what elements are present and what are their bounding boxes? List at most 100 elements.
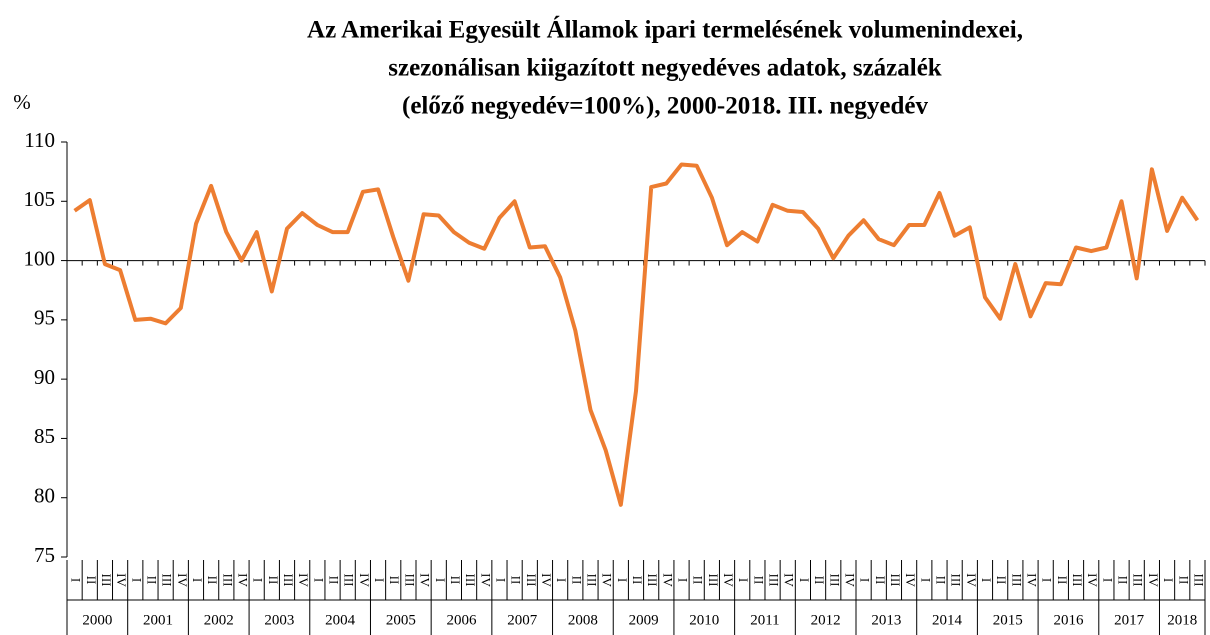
quarter-label: II [387, 576, 402, 585]
y-tick-label: 95 [34, 306, 55, 330]
quarter-label: I [858, 578, 873, 582]
quarter-label: III [463, 574, 478, 587]
year-label: 2015 [993, 612, 1023, 628]
quarter-label: III [281, 574, 296, 587]
quarter-label: II [569, 576, 584, 585]
quarter-label: I [676, 578, 691, 582]
quarter-label: II [873, 576, 888, 585]
quarter-label: II [751, 576, 766, 585]
year-label: 2012 [811, 612, 841, 628]
quarter-label: III [645, 574, 660, 587]
year-label: 2017 [1114, 612, 1145, 628]
quarter-label: III [888, 574, 903, 587]
chart-title: Az Amerikai Egyesült Államok ipari terme… [307, 16, 1023, 44]
quarter-label: IV [236, 573, 251, 587]
quarter-label: I [918, 578, 933, 582]
quarter-label: I [190, 578, 205, 582]
quarter-label: II [933, 576, 948, 585]
quarter-label: III [1009, 574, 1024, 587]
year-label: 2003 [264, 612, 294, 628]
line-series [73, 162, 1200, 507]
quarter-label: II [630, 576, 645, 585]
quarter-label: IV [842, 573, 857, 587]
y-tick-label: 80 [34, 484, 55, 508]
y-tick-label: 85 [34, 424, 55, 448]
year-label: 2009 [629, 612, 659, 628]
y-unit: % [13, 90, 31, 114]
quarter-label: II [448, 576, 463, 585]
chart-title: szezonálisan kiigazított negyedéves adat… [388, 55, 942, 82]
quarter-label: I [311, 578, 326, 582]
quarter-label: III [1131, 574, 1146, 587]
quarter-label: IV [478, 573, 493, 587]
year-label: 2000 [82, 612, 112, 628]
quarter-label: IV [175, 573, 190, 587]
quarter-label: III [99, 574, 114, 587]
quarter-label: I [433, 578, 448, 582]
year-label: 2016 [1053, 612, 1084, 628]
year-label: 2014 [932, 612, 963, 628]
quarter-label: IV [964, 573, 979, 587]
quarter-label: II [691, 576, 706, 585]
quarter-label: III [402, 574, 417, 587]
quarter-label: III [1070, 574, 1085, 587]
quarter-label: III [220, 574, 235, 587]
quarter-label: I [1040, 578, 1055, 582]
quarter-label: III [949, 574, 964, 587]
quarter-label: II [266, 576, 281, 585]
quarter-label: IV [418, 573, 433, 587]
quarter-label: II [994, 576, 1009, 585]
quarter-label: III [524, 574, 539, 587]
quarter-label: I [1161, 578, 1176, 582]
year-label: 2010 [689, 612, 719, 628]
year-label: 2002 [204, 612, 234, 628]
quarter-label: II [144, 576, 159, 585]
quarter-label: I [251, 578, 266, 582]
year-label: 2006 [447, 612, 478, 628]
y-tick-label: 90 [34, 365, 55, 389]
quarter-label: II [327, 576, 342, 585]
quarter-label: IV [721, 573, 736, 587]
quarter-label: III [827, 574, 842, 587]
quarter-label: III [1191, 574, 1206, 587]
y-tick-label: 110 [24, 128, 55, 152]
year-label: 2013 [871, 612, 901, 628]
quarter-label: II [205, 576, 220, 585]
year-label: 2007 [507, 612, 538, 628]
quarter-label: IV [357, 573, 372, 587]
quarter-label: II [812, 576, 827, 585]
quarter-label: IV [539, 573, 554, 587]
quarter-label: II [509, 576, 524, 585]
quarter-label: IV [660, 573, 675, 587]
quarter-label: I [797, 578, 812, 582]
y-tick-label: 100 [24, 246, 56, 270]
quarter-label: IV [903, 573, 918, 587]
quarter-label: III [767, 574, 782, 587]
quarter-label: IV [782, 573, 797, 587]
chart-title: (előző negyedév=100%), 2000-2018. III. n… [402, 93, 928, 120]
quarter-label: IV [1085, 573, 1100, 587]
quarter-label: I [129, 578, 144, 582]
year-label: 2018 [1167, 612, 1197, 628]
quarter-label: II [1055, 576, 1070, 585]
quarter-label: IV [114, 573, 129, 587]
year-label: 2011 [750, 612, 779, 628]
year-label: 2004 [325, 612, 356, 628]
y-tick-label: 75 [34, 543, 55, 567]
quarter-label: IV [1146, 573, 1161, 587]
quarter-label: II [1116, 576, 1131, 585]
quarter-label: II [84, 576, 99, 585]
year-label: 2001 [143, 612, 173, 628]
quarter-label: III [706, 574, 721, 587]
quarter-label: II [1176, 576, 1191, 585]
quarter-label: I [554, 578, 569, 582]
quarter-label: IV [600, 573, 615, 587]
year-label: 2005 [386, 612, 416, 628]
quarter-label: IV [296, 573, 311, 587]
quarter-label: I [1100, 578, 1115, 582]
quarter-label: I [69, 578, 84, 582]
y-tick-label: 105 [24, 187, 56, 211]
quarter-label: I [736, 578, 751, 582]
quarter-label: IV [1025, 573, 1040, 587]
quarter-label: III [584, 574, 599, 587]
